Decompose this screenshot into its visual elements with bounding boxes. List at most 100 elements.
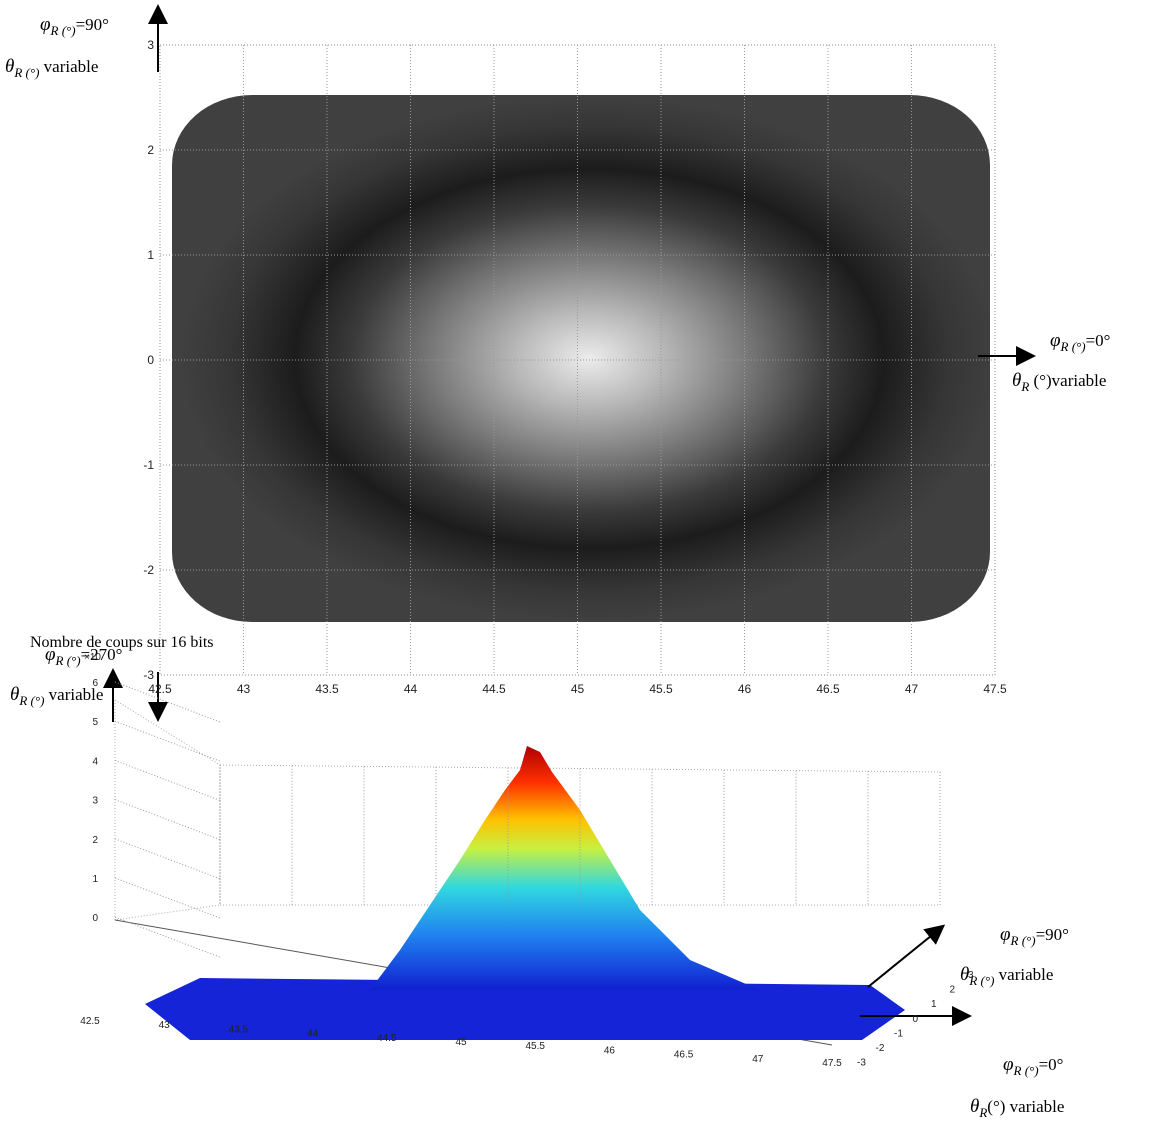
y-tick-label: -1 xyxy=(143,458,154,472)
annotation: θR (°) variable xyxy=(5,56,98,80)
side-wall xyxy=(114,699,221,921)
y-tick-label: 2 xyxy=(147,143,154,157)
z-tick-label: 3 xyxy=(92,796,98,807)
grid-line xyxy=(114,681,221,723)
subscript: R (°) xyxy=(50,23,76,38)
x-tick-label: 44 xyxy=(404,682,418,696)
x-tick-label: 47.5 xyxy=(822,1058,842,1069)
symbol: φ xyxy=(40,14,51,35)
x-tick-label: 42.5 xyxy=(80,1016,100,1027)
x-tick-label: 42.5 xyxy=(148,682,172,696)
grid-line xyxy=(114,877,221,919)
annotation-text: variable xyxy=(39,57,98,76)
z-tick-label: 0 xyxy=(92,913,98,924)
y-tick-label: 1 xyxy=(147,248,154,262)
x-tick-label: 44.5 xyxy=(377,1033,397,1044)
y-tick-label: 3 xyxy=(147,38,154,52)
grid-line xyxy=(114,838,221,880)
x-tick-label: 45.5 xyxy=(525,1041,545,1052)
y-tick-label: -2 xyxy=(143,563,154,577)
subscript: R (°) xyxy=(1013,1063,1039,1078)
annotation: φR (°)=0° xyxy=(1050,330,1110,354)
x-tick-label: 46 xyxy=(738,682,752,696)
x-tick-label: 47.5 xyxy=(983,682,1007,696)
subscript: R xyxy=(978,1105,987,1120)
z-tick-label: 1 xyxy=(92,874,98,885)
subscript: R (°) xyxy=(968,973,994,988)
symbol: θ xyxy=(10,684,19,705)
symbol: θ xyxy=(5,56,14,77)
y-tick-label: 3 xyxy=(968,970,974,981)
x-tick-label: 43 xyxy=(237,682,251,696)
x-tick-label: 45.5 xyxy=(649,682,673,696)
y-tick-label: 1 xyxy=(931,999,937,1010)
plot-title: Nombre de coups sur 16 bits xyxy=(30,634,214,651)
x-tick-label: 43 xyxy=(159,1020,171,1031)
back-wall xyxy=(219,764,941,906)
symbol: φ xyxy=(45,644,56,665)
annotation-text: (°)variable xyxy=(1029,371,1106,390)
grid-line xyxy=(114,799,221,841)
annotation-text: variable xyxy=(994,965,1053,984)
annotation: θR (°) variable xyxy=(10,684,103,708)
z-tick-label: 5 xyxy=(92,717,98,728)
annotation-text: =0° xyxy=(1086,331,1111,350)
y-tick-label: 2 xyxy=(950,985,956,996)
subscript: R xyxy=(1020,379,1029,394)
annotation-text: (°) variable xyxy=(987,1097,1064,1116)
subscript: R (°) xyxy=(1060,339,1086,354)
y-tick-label: 0 xyxy=(147,353,154,367)
x-tick-label: 47 xyxy=(752,1054,764,1065)
x-tick-label: 43.5 xyxy=(315,682,339,696)
arrow xyxy=(867,924,946,988)
annotation-text: =270° xyxy=(81,645,123,664)
x-tick-label: 46.5 xyxy=(816,682,840,696)
x-tick-label: 47 xyxy=(905,682,919,696)
annotation-text: variable xyxy=(44,685,103,704)
intensity-image xyxy=(172,95,990,622)
y-tick-label: -1 xyxy=(894,1028,903,1039)
exponent-label: ×10 xyxy=(84,652,101,663)
x-tick-label: 45 xyxy=(455,1037,467,1048)
symbol: θ xyxy=(960,964,969,985)
annotation: φR (°)=90° xyxy=(1000,924,1069,948)
annotation: θR (°) variable xyxy=(960,964,1053,988)
symbol: θ xyxy=(970,1096,979,1117)
y-tick-label: 0 xyxy=(913,1014,919,1025)
symbol: φ xyxy=(1000,924,1011,945)
intensity-map: 42.5 43 43.5 44 44.5 45 45.5 46 46.5 47 47.5 3 2 1 0 -1… xyxy=(5,4,1110,722)
annotation: φR (°)=270° xyxy=(45,644,122,668)
symbol: φ xyxy=(1003,1054,1014,1075)
grid-line xyxy=(114,759,221,801)
symbol: φ xyxy=(1050,330,1061,351)
x-tick-label: 44.5 xyxy=(482,682,506,696)
annotation-text: =90° xyxy=(1036,925,1069,944)
surface-plot: Nombre de coups sur 16 bits ×10 65432104… xyxy=(30,634,1069,1120)
z-tick-label: 6 xyxy=(92,678,98,689)
grid-line xyxy=(114,720,221,762)
surface-peak xyxy=(370,746,760,990)
z-tick-label: 2 xyxy=(92,835,98,846)
z-tick-label: 4 xyxy=(92,756,98,767)
x-tick-label: 46.5 xyxy=(674,1050,694,1061)
annotation: θR(°) variable xyxy=(970,1096,1064,1120)
y-tick-label: -3 xyxy=(857,1058,866,1069)
annotation-text: =0° xyxy=(1039,1055,1064,1074)
x-tick-label: 46 xyxy=(604,1045,616,1056)
y-tick-label: -3 xyxy=(143,668,154,682)
subscript: R (°) xyxy=(55,653,81,668)
subscript: R (°) xyxy=(13,65,39,80)
surface-base xyxy=(145,978,905,1040)
x-tick-label: 43.5 xyxy=(229,1024,249,1035)
annotation: φR (°)=0° xyxy=(1003,1054,1063,1078)
grid-line xyxy=(114,916,221,958)
x-tick-label: 44 xyxy=(307,1029,319,1040)
annotation: φR (°)=90° xyxy=(40,14,109,38)
annotation-text: =90° xyxy=(76,15,109,34)
subscript: R (°) xyxy=(1010,933,1036,948)
subscript: R (°) xyxy=(18,693,44,708)
y-tick-label: -2 xyxy=(876,1043,885,1054)
symbol: θ xyxy=(1012,370,1021,391)
